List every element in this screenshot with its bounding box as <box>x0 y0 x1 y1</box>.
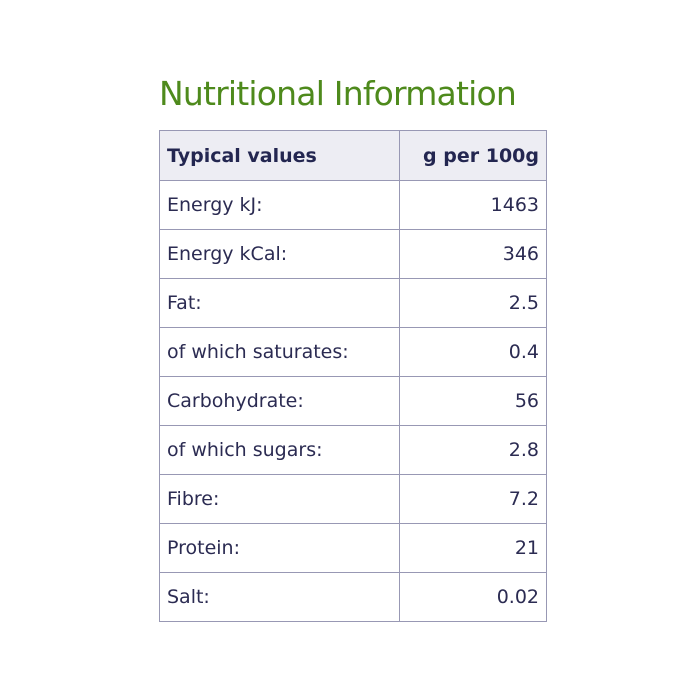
header-row: Typical values g per 100g <box>159 130 547 181</box>
row-value: 21 <box>399 523 547 573</box>
row-value: 1463 <box>399 180 547 230</box>
row-value: 0.4 <box>399 327 547 377</box>
row-value: 2.5 <box>399 278 547 328</box>
row-label: Energy kJ: <box>159 180 400 230</box>
table-body: Energy kJ: 1463 Energy kCal: 346 Fat: 2.… <box>159 180 547 622</box>
row-label: Carbohydrate: <box>159 376 400 426</box>
row-label: Salt: <box>159 572 400 622</box>
row-label: Fat: <box>159 278 400 328</box>
row-label: Fibre: <box>159 474 400 524</box>
row-label: Energy kCal: <box>159 229 400 279</box>
header-per-100g: g per 100g <box>399 130 547 181</box>
nutrition-table: Typical values g per 100g Energy kJ: 146… <box>159 130 547 622</box>
row-value: 2.8 <box>399 425 547 475</box>
table-row: of which sugars: 2.8 <box>159 425 547 475</box>
row-value: 56 <box>399 376 547 426</box>
table-row: Carbohydrate: 56 <box>159 376 547 426</box>
table-row: Energy kCal: 346 <box>159 229 547 279</box>
table-row: Energy kJ: 1463 <box>159 180 547 230</box>
row-label: of which sugars: <box>159 425 400 475</box>
table-row: of which saturates: 0.4 <box>159 327 547 377</box>
table-row: Salt: 0.02 <box>159 572 547 622</box>
row-label: of which saturates: <box>159 327 400 377</box>
page-title: Nutritional Information <box>159 74 517 113</box>
row-value: 346 <box>399 229 547 279</box>
row-value: 0.02 <box>399 572 547 622</box>
header-typical-values: Typical values <box>159 130 400 181</box>
table-row: Protein: 21 <box>159 523 547 573</box>
table-header: Typical values g per 100g <box>159 130 547 181</box>
row-label: Protein: <box>159 523 400 573</box>
table-row: Fat: 2.5 <box>159 278 547 328</box>
table-row: Fibre: 7.2 <box>159 474 547 524</box>
row-value: 7.2 <box>399 474 547 524</box>
